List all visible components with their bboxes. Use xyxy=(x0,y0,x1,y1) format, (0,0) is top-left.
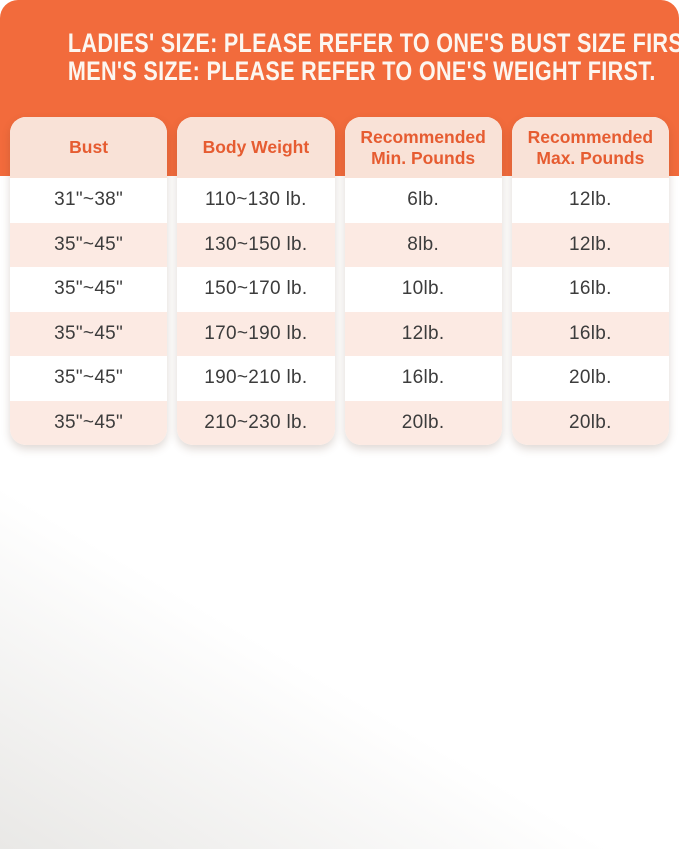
table-cell: 12lb. xyxy=(511,222,669,267)
column-min-pounds: Recommended Min. Pounds 6lb. 8lb. 10lb. … xyxy=(344,117,502,445)
table-cell: 35"~45" xyxy=(10,222,168,267)
banner-text: LADIES' SIZE: PLEASE REFER TO ONE'S BUST… xyxy=(0,0,679,85)
table-cell: 130~150 lb. xyxy=(177,222,335,267)
table-cell: 20lb. xyxy=(511,356,669,401)
table-cell: 6lb. xyxy=(344,178,502,223)
table-cell: 210~230 lb. xyxy=(177,400,335,445)
table-cell: 16lb. xyxy=(511,267,669,312)
table-cell: 12lb. xyxy=(344,311,502,356)
table-cell: 16lb. xyxy=(344,356,502,401)
table-cell: 35"~45" xyxy=(10,267,168,312)
table-cell: 20lb. xyxy=(344,400,502,445)
column-bust: Bust 31"~38" 35"~45" 35"~45" 35"~45" 35"… xyxy=(10,117,168,445)
column-header-body-weight: Body Weight xyxy=(177,117,335,178)
table-cell: 35"~45" xyxy=(10,400,168,445)
table-cell: 31"~38" xyxy=(10,178,168,223)
table-cell: 10lb. xyxy=(344,267,502,312)
table-cell: 190~210 lb. xyxy=(177,356,335,401)
column-body-weight: Body Weight 110~130 lb. 130~150 lb. 150~… xyxy=(177,117,335,445)
size-table: Bust 31"~38" 35"~45" 35"~45" 35"~45" 35"… xyxy=(10,117,669,445)
table-cell: 110~130 lb. xyxy=(177,178,335,223)
column-header-bust: Bust xyxy=(10,117,168,178)
table-cell: 35"~45" xyxy=(10,311,168,356)
table-cell: 20lb. xyxy=(511,400,669,445)
column-header-max-pounds: Recommended Max. Pounds xyxy=(511,117,669,178)
table-cell: 150~170 lb. xyxy=(177,267,335,312)
banner-line-mens: MEN'S SIZE: PLEASE REFER TO ONE'S WEIGHT… xyxy=(67,56,656,86)
column-header-min-pounds: Recommended Min. Pounds xyxy=(344,117,502,178)
table-cell: 12lb. xyxy=(511,178,669,223)
table-cell: 8lb. xyxy=(344,222,502,267)
table-cell: 35"~45" xyxy=(10,356,168,401)
banner-line-ladies: LADIES' SIZE: PLEASE REFER TO ONE'S BUST… xyxy=(67,28,679,58)
table-cell: 16lb. xyxy=(511,311,669,356)
recommendations-section: Usage Recommendations: Choose a weighted… xyxy=(0,445,679,849)
column-max-pounds: Recommended Max. Pounds 12lb. 12lb. 16lb… xyxy=(511,117,669,445)
table-cell: 170~190 lb. xyxy=(177,311,335,356)
